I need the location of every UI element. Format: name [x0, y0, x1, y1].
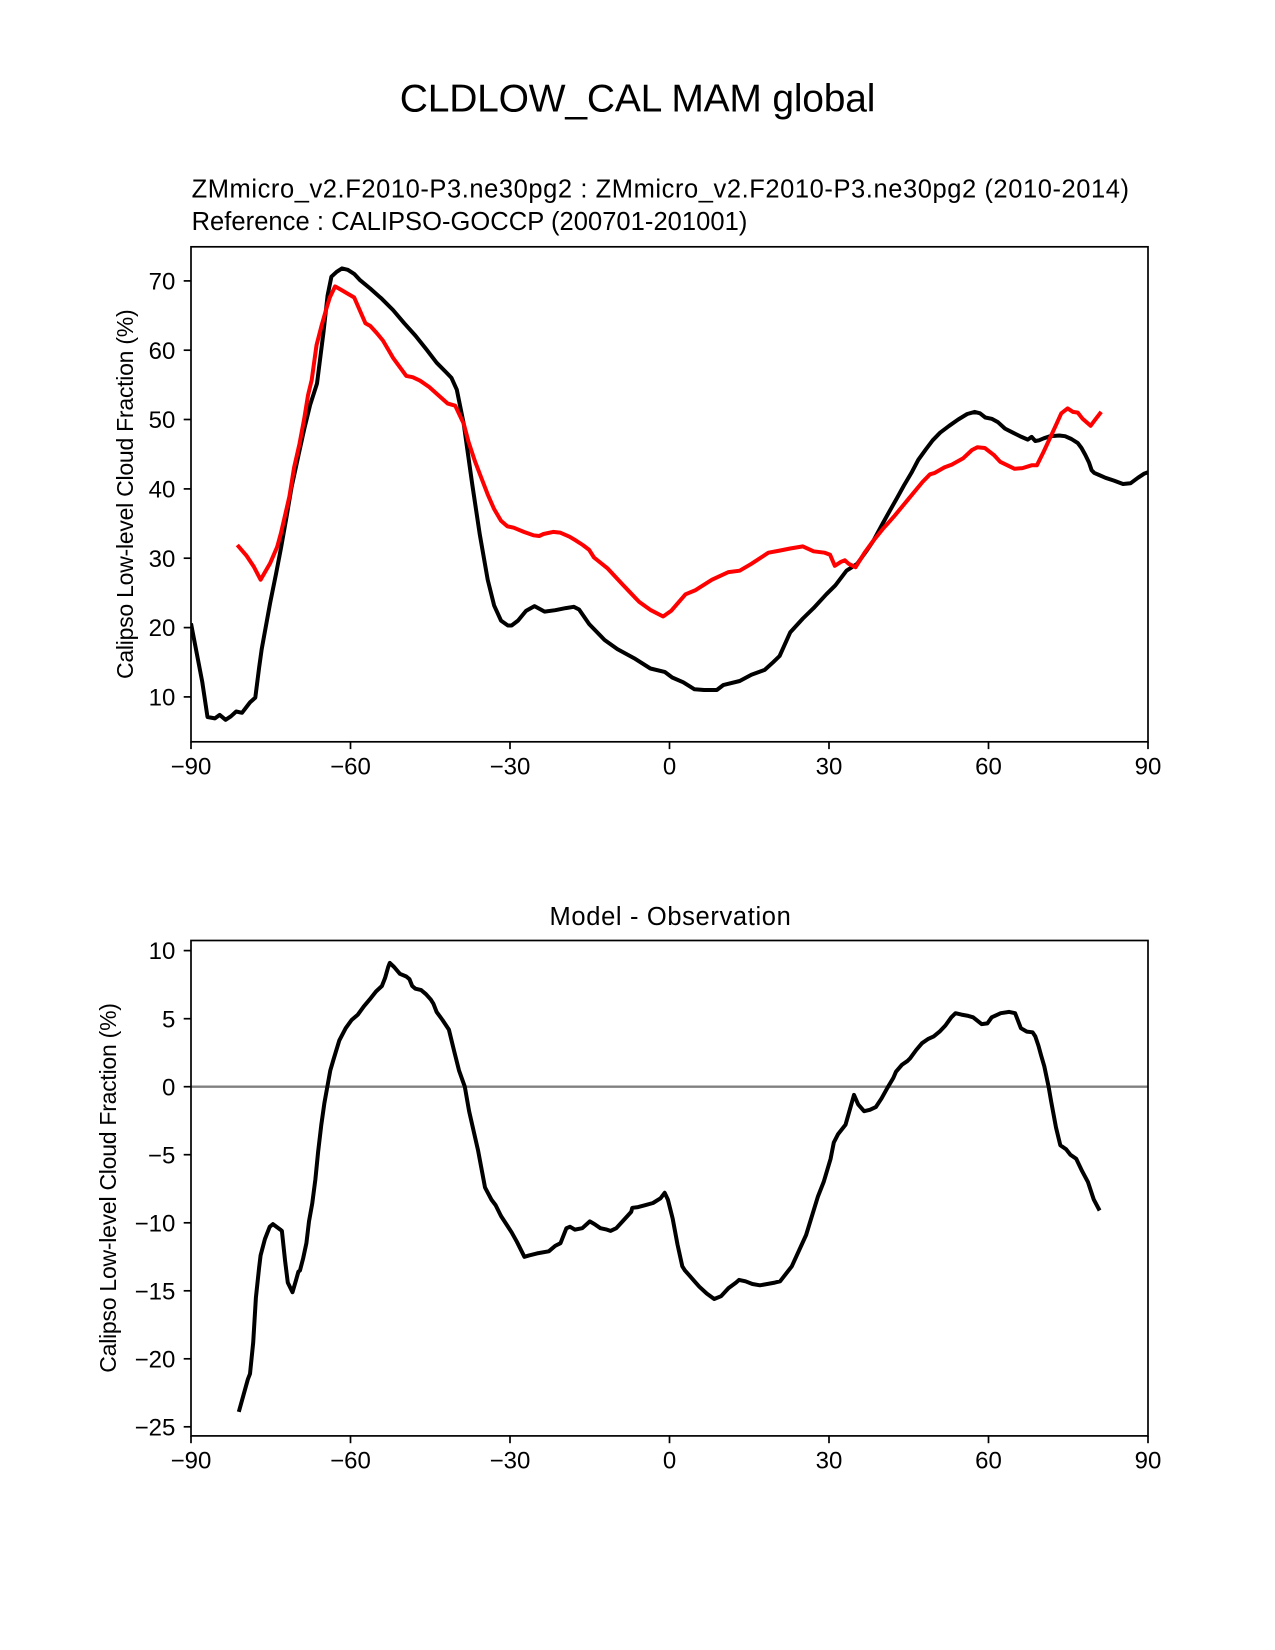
- svg-text:−60: −60: [330, 1448, 371, 1475]
- svg-text:−60: −60: [330, 754, 371, 781]
- svg-text:0: 0: [162, 1074, 175, 1101]
- svg-text:−10: −10: [135, 1210, 176, 1237]
- svg-text:−30: −30: [490, 754, 531, 781]
- svg-text:−25: −25: [135, 1414, 176, 1441]
- svg-text:−90: −90: [171, 1448, 212, 1475]
- svg-text:30: 30: [149, 546, 176, 573]
- svg-text:60: 60: [149, 338, 176, 365]
- svg-text:0: 0: [663, 754, 676, 781]
- svg-text:90: 90: [1135, 754, 1162, 781]
- svg-text:10: 10: [149, 938, 176, 965]
- svg-text:−20: −20: [135, 1346, 176, 1373]
- svg-text:10: 10: [149, 685, 176, 712]
- svg-text:40: 40: [149, 477, 176, 504]
- svg-text:0: 0: [663, 1448, 676, 1475]
- svg-text:Reference : CALIPSO-GOCCP (200: Reference : CALIPSO-GOCCP (200701-201001…: [192, 208, 748, 236]
- svg-text:ZMmicro_v2.F2010-P3.ne30pg2 :: ZMmicro_v2.F2010-P3.ne30pg2 : ZMmicro_v2…: [192, 176, 1130, 204]
- svg-text:20: 20: [149, 615, 176, 642]
- svg-text:5: 5: [162, 1006, 175, 1033]
- svg-text:90: 90: [1135, 1448, 1162, 1475]
- svg-text:−15: −15: [135, 1278, 176, 1305]
- svg-text:−5: −5: [148, 1142, 175, 1169]
- svg-text:Calipso Low-level Cloud Fracti: Calipso Low-level Cloud Fraction (%): [95, 1003, 121, 1372]
- svg-text:CLDLOW_CAL MAM global: CLDLOW_CAL MAM global: [400, 77, 876, 120]
- svg-text:70: 70: [149, 269, 176, 296]
- svg-text:−90: −90: [171, 754, 212, 781]
- svg-text:Calipso Low-level Cloud Fracti: Calipso Low-level Cloud Fraction (%): [112, 310, 138, 679]
- svg-text:30: 30: [816, 754, 843, 781]
- svg-text:50: 50: [149, 407, 176, 434]
- svg-text:30: 30: [816, 1448, 843, 1475]
- svg-text:60: 60: [975, 754, 1002, 781]
- svg-text:60: 60: [975, 1448, 1002, 1475]
- svg-text:Model - Observation: Model - Observation: [550, 903, 792, 931]
- svg-text:−30: −30: [490, 1448, 531, 1475]
